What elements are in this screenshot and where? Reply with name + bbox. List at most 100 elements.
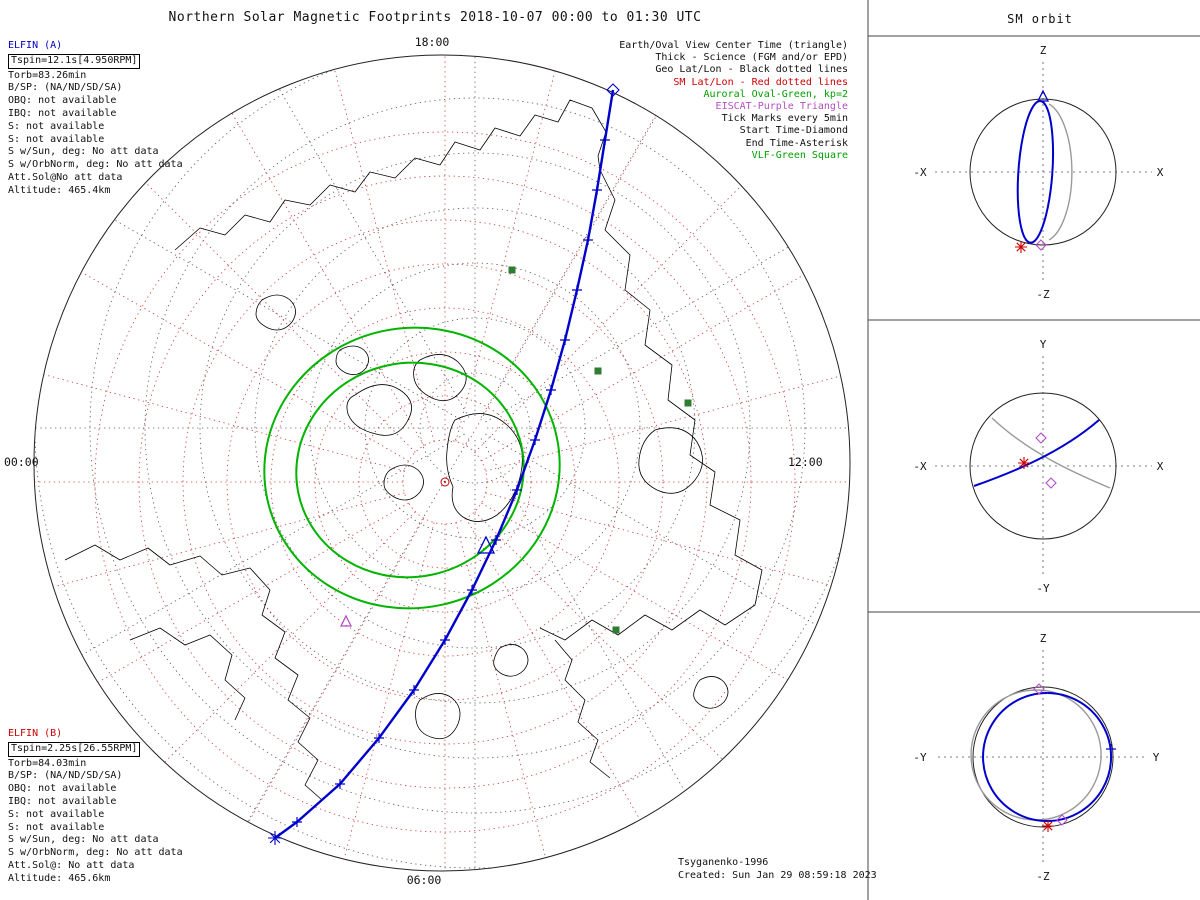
axis-label-bottom: -Z xyxy=(1036,870,1050,883)
created-label: Created: Sun Jan 29 08:59:18 2023 xyxy=(678,870,877,881)
axis-label-left: -X xyxy=(913,166,927,179)
info-line: OBQ: not available xyxy=(8,95,117,107)
earth-circle xyxy=(969,98,1117,246)
info-line: S: not available xyxy=(8,133,105,145)
info-line: Torb=84.03min xyxy=(8,757,87,769)
sm-orbit-panel-xz: Z -Z -X X xyxy=(913,44,1163,301)
info-line: Att.Sol@No att data xyxy=(8,171,123,183)
orbit-projection-gray xyxy=(970,689,1102,821)
coastline xyxy=(493,644,529,677)
info-line: Altitude: 465.4km xyxy=(8,184,111,196)
credits: Tsyganenko-1996 Created: Sun Jan 29 08:5… xyxy=(678,856,877,882)
sm-pole-dot xyxy=(444,481,446,483)
sm-orbit-panel-xy: Y -Y -X X xyxy=(913,338,1163,595)
orbit-projection-blue xyxy=(973,419,1100,487)
sm-pole-marker xyxy=(440,477,450,487)
axis-label-top: Y xyxy=(1040,338,1047,351)
axis-label-top: Z xyxy=(1040,44,1047,57)
elfin-b-info: ELFIN (B) Tspin=2.25s[26.55RPM] Torb=84.… xyxy=(8,728,183,886)
orbit-projection-blue xyxy=(982,692,1113,822)
orbit-projection-gray xyxy=(1048,103,1073,241)
orbit-markers-2 xyxy=(1033,683,1116,832)
satellite-name: ELFIN (A) xyxy=(8,40,63,51)
coastline xyxy=(554,639,611,779)
satellite-name: ELFIN (B) xyxy=(8,728,63,739)
axis-label-left: -Y xyxy=(913,751,927,764)
elfin-a-info: ELFIN (A) Tspin=12.1s[4.950RPM] Torb=83.… xyxy=(8,40,183,198)
axis-label-bottom: -Z xyxy=(1036,288,1050,301)
legend-line: Earth/Oval View Center Time (triangle) xyxy=(619,40,848,51)
axis-label-bottom: -Y xyxy=(1036,582,1050,595)
legend-line: EISCAT-Purple Triangle xyxy=(715,101,848,113)
info-line: S w/OrbNorm, deg: No att data xyxy=(8,159,183,171)
axis-label-top: Z xyxy=(1040,632,1047,645)
earth-circle xyxy=(969,392,1117,540)
orbit-projection-blue xyxy=(1016,100,1055,244)
info-line: IBQ: not available xyxy=(8,795,117,807)
legend-line: Tick Marks every 5min xyxy=(721,113,848,125)
info-line: S: not available xyxy=(8,808,105,820)
info-line: IBQ: not available xyxy=(8,107,117,119)
legend-line: Thick - Science (FGM and/or EPD) xyxy=(655,52,848,64)
footprint-track xyxy=(274,89,615,839)
info-line: Torb=83.26min xyxy=(8,69,87,81)
legend-line: Auroral Oval-Green, kp=2 xyxy=(703,88,849,100)
info-line: S w/OrbNorm, deg: No att data xyxy=(8,847,183,859)
coastline xyxy=(693,676,729,709)
info-line: Att.Sol@: No att data xyxy=(8,859,135,871)
info-line: S w/Sun, deg: No att data xyxy=(8,834,159,846)
coastline xyxy=(255,294,296,331)
tspin-value: Tspin=12.1s[4.950RPM] xyxy=(8,53,141,69)
page-title: Northern Solar Magnetic Footprints 2018-… xyxy=(168,10,702,25)
info-line: S: not available xyxy=(8,821,105,833)
orbit-markers-1 xyxy=(1018,432,1057,489)
panel-dividers xyxy=(867,0,1200,900)
axis-label-right: X xyxy=(1157,460,1164,473)
coastline xyxy=(591,107,607,171)
legend-line: VLF-Green Square xyxy=(751,149,848,161)
mlt-label-left: 00:00 xyxy=(4,455,39,469)
coastline xyxy=(335,345,369,376)
legend-line: End Time-Asterisk xyxy=(745,137,848,149)
info-line: S w/Sun, deg: No att data xyxy=(8,146,159,158)
info-line: S: not available xyxy=(8,120,105,132)
sm-orbit-title: SM orbit xyxy=(1007,12,1073,26)
coastline xyxy=(638,427,703,494)
tspin-value: Tspin=2.25s[26.55RPM] xyxy=(8,741,141,757)
info-line: OBQ: not available xyxy=(8,783,117,795)
coastline xyxy=(174,99,593,251)
legend-line: Start Time-Diamond xyxy=(739,125,848,137)
track-markers xyxy=(268,83,620,845)
sm-grid xyxy=(34,55,850,871)
coastline xyxy=(413,354,467,402)
mlt-label-bottom: 06:00 xyxy=(407,873,442,887)
orbit-markers-0 xyxy=(1015,89,1050,253)
model-label: Tsyganenko-1996 xyxy=(678,857,769,868)
coastlines xyxy=(64,99,763,801)
mlt-label-right: 12:00 xyxy=(788,455,823,469)
info-line: Altitude: 465.6km xyxy=(8,872,111,884)
coastline xyxy=(64,544,323,801)
axis-label-right: Y xyxy=(1153,751,1160,764)
map-legend: Earth/Oval View Center Time (triangle) T… xyxy=(500,40,848,162)
coastline xyxy=(539,169,763,641)
sm-orbit-panel-yz: Z -Z -Y Y xyxy=(913,632,1159,883)
auroral-oval-outer xyxy=(263,326,561,610)
coastline xyxy=(415,693,461,740)
legend-line: Geo Lat/Lon - Black dotted lines xyxy=(655,64,848,76)
coastline xyxy=(446,413,523,522)
earth-circle xyxy=(972,686,1114,828)
map-boundary-circle xyxy=(33,54,851,872)
axis-label-left: -X xyxy=(913,460,927,473)
coastline xyxy=(346,384,412,436)
mlt-label-top: 18:00 xyxy=(415,35,450,49)
orbit-projection-gray xyxy=(991,417,1111,489)
info-line: B/SP: (NA/ND/SD/SA) xyxy=(8,82,123,94)
coastline xyxy=(383,464,424,501)
auroral-oval-inner xyxy=(295,361,525,579)
axis-label-right: X xyxy=(1157,166,1164,179)
legend-line: SM Lat/Lon - Red dotted lines xyxy=(673,76,848,88)
coastline xyxy=(129,627,246,721)
station-markers xyxy=(339,266,692,634)
